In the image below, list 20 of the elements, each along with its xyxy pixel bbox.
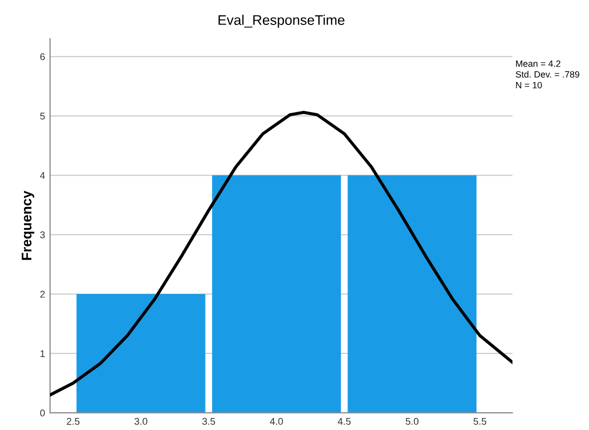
- y-tick-label: 4: [40, 172, 45, 179]
- x-tick-label: 4.0: [270, 418, 283, 425]
- x-tick-label: 3.0: [134, 418, 148, 425]
- text: Std. Dev. = .789: [516, 70, 580, 78]
- y-tick-label: 0: [40, 410, 45, 416]
- y-tick-label: 3: [40, 231, 45, 238]
- x-tick-label: 4.5: [338, 418, 351, 425]
- chart-title: Eval_ResponseTime: [218, 14, 344, 28]
- line-series: [50, 110, 512, 397]
- y-tick-label: 5: [40, 112, 45, 120]
- y-tick-label: 6: [40, 53, 45, 60]
- x-tick-label: 5.5: [474, 418, 486, 425]
- x-tick-label: 2.5: [66, 418, 80, 425]
- y-axis-title: Frequency: [22, 190, 34, 260]
- x-tick-label: 3.5: [202, 418, 216, 425]
- y-tick-label: 2: [40, 290, 45, 298]
- x-tick-label: 5.0: [406, 418, 418, 425]
- text: Mean = 4.2: [516, 60, 560, 67]
- y-tick-label: 1: [40, 350, 45, 357]
- text: N = 10: [516, 82, 542, 88]
